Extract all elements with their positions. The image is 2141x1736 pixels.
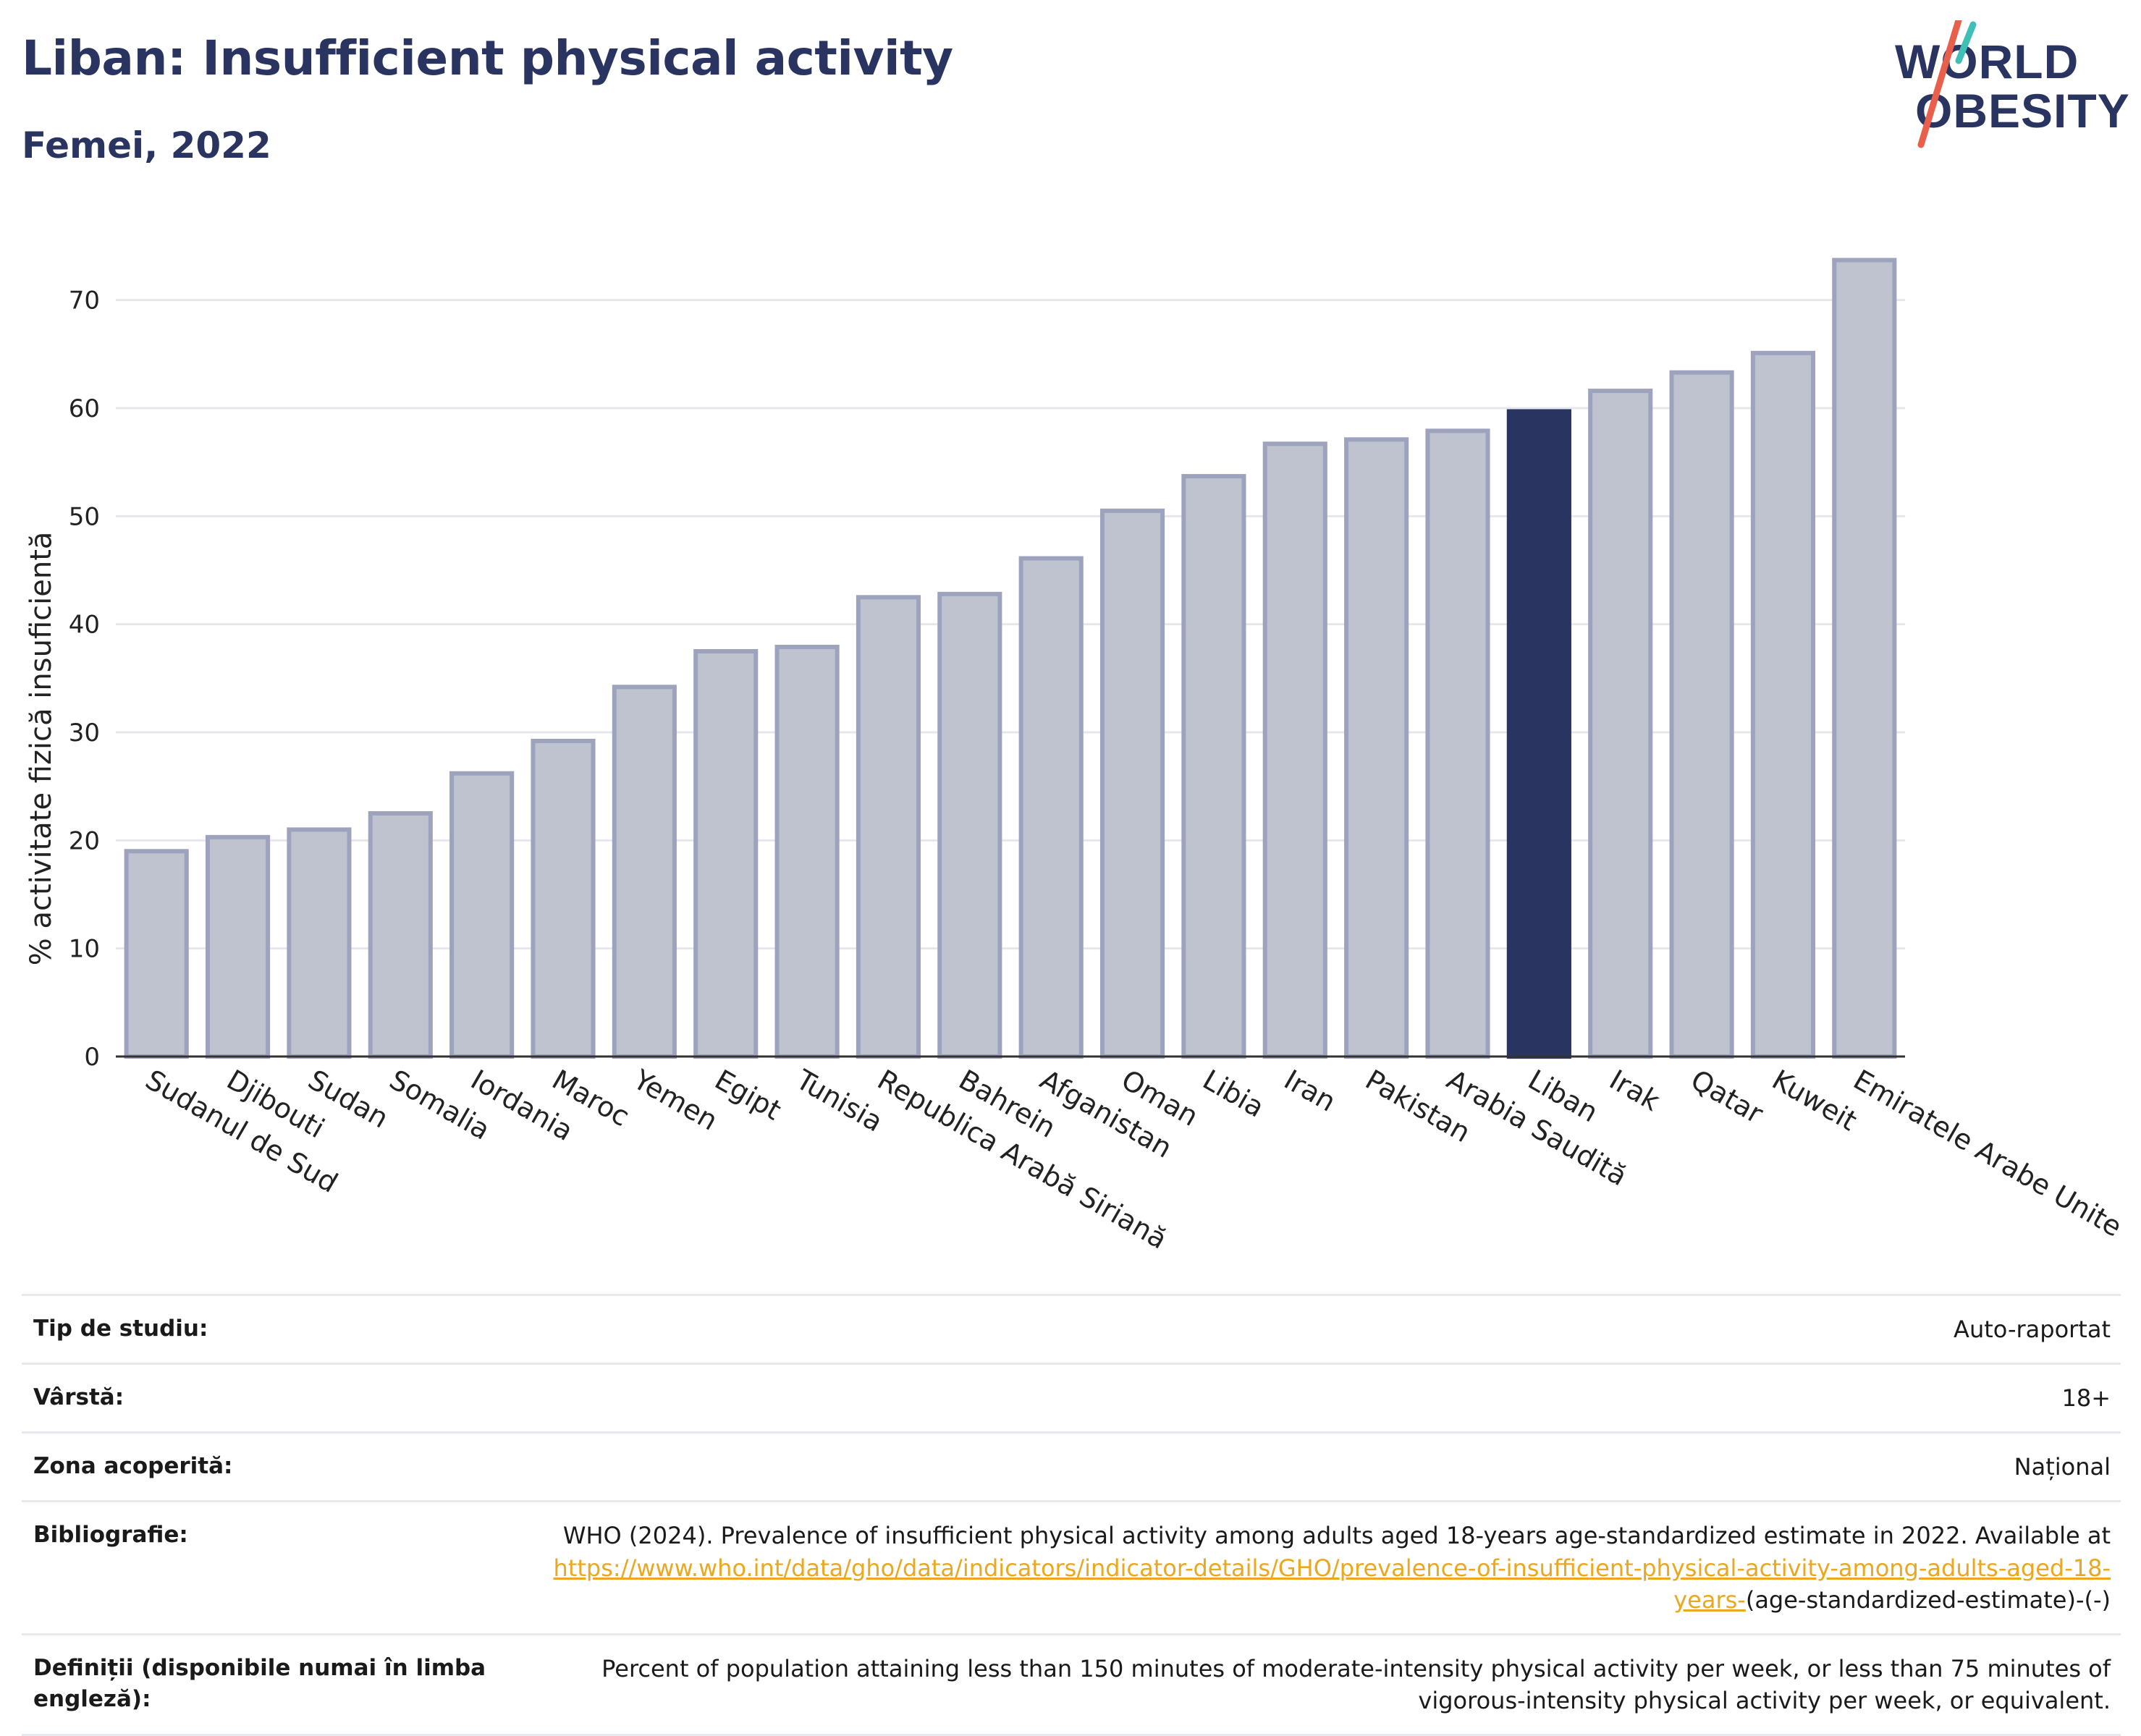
bar [287, 827, 352, 1059]
bar [1344, 437, 1409, 1059]
meta-value: Percent of population attaining less tha… [601, 1654, 2111, 1715]
meta-row-age: Vârstă: 18+ [22, 1363, 2121, 1431]
y-tick-label: 60 [69, 394, 100, 423]
meta-row-bibliography: Bibliografie: WHO (2024). Prevalence of … [22, 1500, 2121, 1633]
metadata-table: Tip de studiu: Auto-raportat Vârstă: 18+… [22, 1294, 2121, 1736]
x-tick-label: Qatar [1686, 1064, 1769, 1130]
meta-label: Bibliografie: [33, 1522, 188, 1549]
x-tick-label: Libia [1197, 1064, 1270, 1124]
bar [1262, 441, 1327, 1059]
x-tick-label: Yemen [628, 1063, 723, 1137]
x-tick-label: Irak [1604, 1064, 1665, 1117]
bar [1181, 474, 1246, 1059]
meta-label: Tip de studiu: [33, 1316, 208, 1342]
bibliography-link[interactable]: https://www.who.int/data/gho/data/indica… [553, 1554, 2111, 1614]
y-tick-label: 40 [69, 611, 100, 640]
meta-row-definitions: Definiții (disponibile numai în limba en… [22, 1633, 2121, 1736]
bar [1018, 556, 1084, 1059]
meta-value: Național [2014, 1453, 2111, 1481]
bar [1669, 370, 1734, 1059]
bar [856, 595, 921, 1059]
meta-label: Zona acoperită: [33, 1453, 233, 1480]
y-tick-label: 70 [69, 287, 100, 316]
bar [449, 771, 515, 1059]
chart-title: Liban: Insufficient physical activity [22, 30, 953, 86]
meta-row-study-type: Tip de studiu: Auto-raportat [22, 1294, 2121, 1363]
meta-row-coverage: Zona acoperită: Național [22, 1431, 2121, 1500]
logo-text-line1: WORLD [1895, 35, 2079, 88]
bar [368, 811, 433, 1059]
bar [1832, 258, 1897, 1059]
bar [205, 834, 271, 1059]
world-obesity-logo: WORLD OBESITY [1889, 20, 2130, 151]
bibliography-text: WHO (2024). Prevalence of insufficient p… [562, 1522, 2111, 1550]
meta-label: Definiții (disponibile numai în limba en… [33, 1654, 486, 1712]
bar [1099, 508, 1165, 1059]
bar [1588, 389, 1653, 1059]
y-tick-label: 0 [84, 1043, 100, 1072]
x-tick-label: Egipt [709, 1064, 787, 1127]
y-axis-label: % activitate fizică insuficientă [25, 532, 58, 966]
bar [693, 649, 759, 1059]
bar [1506, 409, 1571, 1059]
bar [1425, 428, 1490, 1059]
x-tick-label: Iran [1279, 1064, 1341, 1118]
bibliography-suffix: (age-standardized-estimate)-(-) [1745, 1585, 2111, 1614]
y-tick-label: 20 [69, 826, 100, 855]
x-tick-label: Kuweit [1767, 1064, 1862, 1138]
y-tick-label: 30 [69, 719, 100, 748]
logo-slash-icon [1917, 20, 1977, 148]
logo-text-line2: OBESITY [1915, 84, 2130, 137]
bar [1750, 350, 1816, 1059]
meta-label: Vârstă: [33, 1384, 124, 1411]
chart-subtitle: Femei, 2022 [22, 124, 271, 166]
bar [124, 849, 189, 1059]
meta-value: 18+ [2061, 1384, 2111, 1413]
meta-value: Auto-raportat [1954, 1316, 2111, 1343]
bar [612, 685, 677, 1059]
y-tick-label: 50 [69, 502, 100, 531]
x-tick-label: Tunisia [790, 1063, 888, 1138]
x-tick-label: Emiratele Arabe Unite [1848, 1064, 2127, 1243]
bar [774, 645, 840, 1059]
bar [937, 591, 1002, 1059]
bar [531, 738, 596, 1059]
meta-value: WHO (2024). Prevalence of insufficient p… [497, 1520, 2111, 1615]
y-tick-label: 10 [69, 935, 100, 964]
